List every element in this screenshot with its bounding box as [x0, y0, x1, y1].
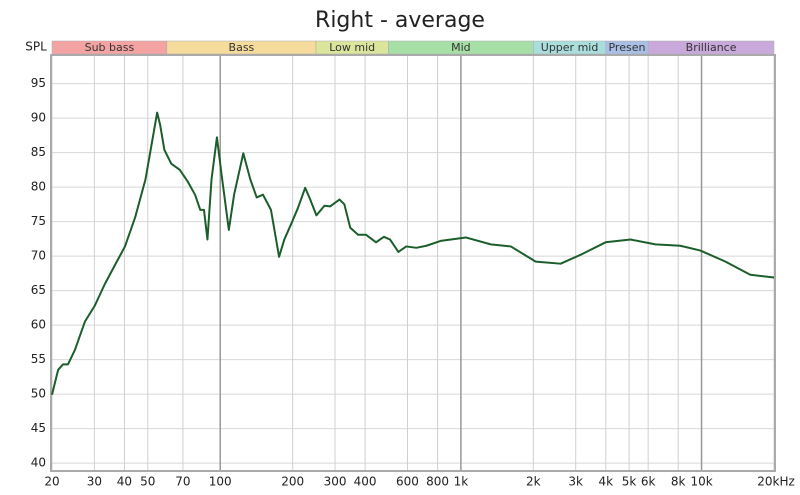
x-tick-label: 2k	[526, 475, 541, 489]
x-tick-label: 10k	[690, 475, 712, 489]
x-tick-label: 800	[426, 475, 449, 489]
y-tick-label: 75	[31, 214, 46, 228]
y-tick-label: 45	[31, 421, 46, 435]
x-tick-label: 600	[396, 475, 419, 489]
y-tick-label: 60	[31, 318, 46, 332]
band-label: Brilliance	[686, 41, 737, 54]
x-tick-label: 200	[281, 475, 304, 489]
y-tick-label: 85	[31, 145, 46, 159]
plot-frame	[50, 54, 776, 472]
x-tick-label: 8k	[671, 475, 686, 489]
x-tick-label: 300	[324, 475, 347, 489]
x-tick-label: 1k	[454, 475, 469, 489]
plot-background	[52, 56, 774, 470]
y-tick-label: 65	[31, 283, 46, 297]
y-tick-label: 95	[31, 76, 46, 90]
x-tick-label: 20	[44, 475, 59, 489]
band-label: Sub bass	[85, 41, 135, 54]
band-label: Low mid	[329, 41, 375, 54]
band-label: Mid	[451, 41, 471, 54]
x-tick-label: 50	[140, 475, 155, 489]
x-tick-label: 70	[175, 475, 190, 489]
x-tick-label: 30	[87, 475, 102, 489]
x-tick-label: 5k	[622, 475, 637, 489]
y-tick-label: 80	[31, 180, 46, 194]
x-tick-label: 100	[209, 475, 232, 489]
x-tick-label: 6k	[641, 475, 656, 489]
response-line	[51, 111, 775, 396]
y-tick-label: 90	[31, 111, 46, 125]
x-tick-label: 20kHz	[757, 475, 795, 489]
x-tick-label: 4k	[598, 475, 613, 489]
x-tick-label: 3k	[568, 475, 583, 489]
chart-title: Right - average	[315, 8, 485, 33]
y-tick-label: 70	[31, 249, 46, 263]
y-tick-label: 55	[31, 352, 46, 366]
x-tick-label: 400	[354, 475, 377, 489]
band-label: Upper mid	[541, 41, 599, 54]
band-label: Bass	[229, 41, 255, 54]
y-tick-label: 40	[31, 456, 46, 470]
band-label: Presen	[608, 41, 645, 54]
y-axis-label: SPL	[25, 40, 47, 54]
y-tick-label: 50	[31, 387, 46, 401]
x-tick-label: 40	[117, 475, 132, 489]
